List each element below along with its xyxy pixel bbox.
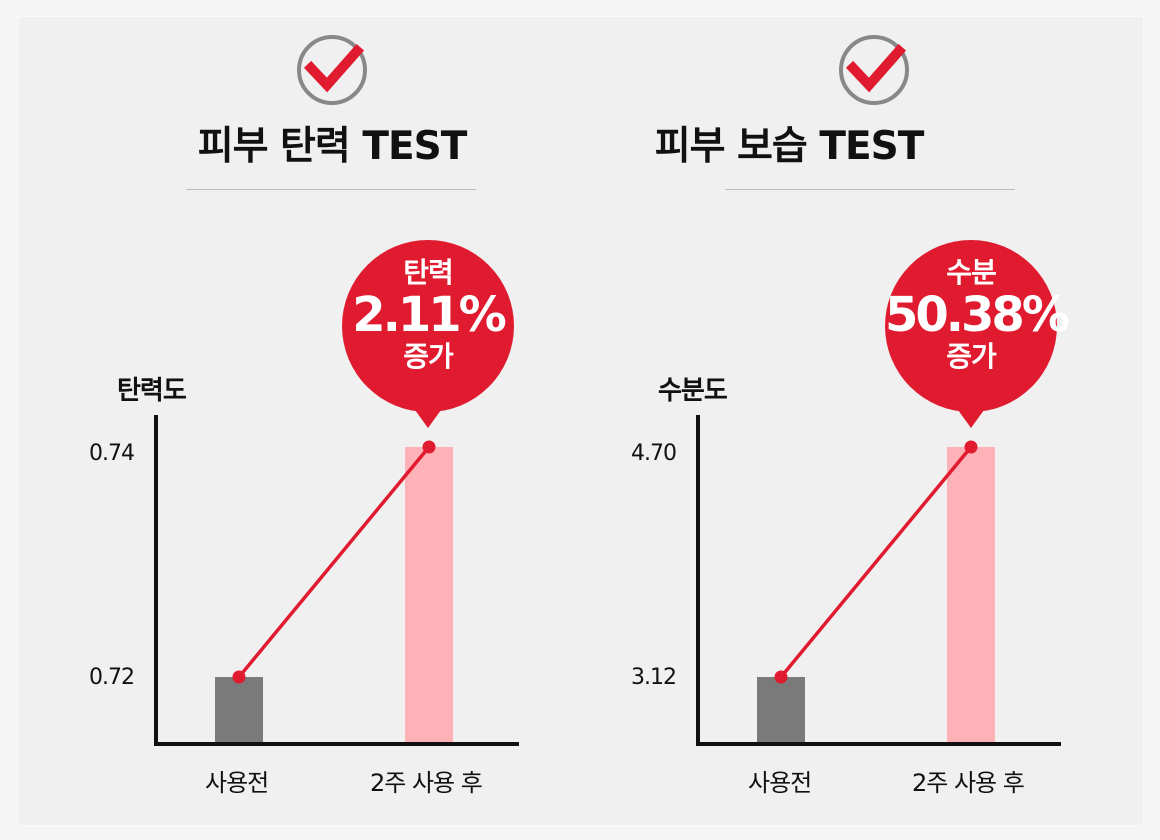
moisture-chart	[696, 415, 1061, 746]
bar	[757, 677, 805, 744]
result-callout: 수분 50.38% 증가	[885, 240, 1070, 428]
y-tick-label: 4.70	[631, 441, 677, 466]
trend-line	[237, 445, 431, 679]
x-tick-label: 2주 사용 후	[370, 769, 483, 797]
elasticity-chart	[154, 415, 519, 746]
bar	[215, 677, 263, 744]
x-tick-label: 2주 사용 후	[912, 769, 1025, 797]
elasticity-panel: 피부 탄력 TEST 탄력도 0.74 0.72 사용전 2주 사용 후 탄력 …	[19, 17, 559, 825]
data-point	[232, 670, 246, 684]
x-tick-label: 사용전	[748, 769, 812, 797]
callout-label: 탄력	[403, 256, 454, 289]
y-tick-label: 0.72	[89, 665, 135, 690]
data-point	[964, 440, 978, 454]
infographic-canvas: 피부 탄력 TEST 탄력도 0.74 0.72 사용전 2주 사용 후 탄력 …	[18, 16, 1144, 826]
title-divider	[725, 189, 1015, 190]
callout-label: 수분	[946, 256, 997, 289]
callout-value: 2.11%	[352, 287, 507, 343]
moisture-panel: 피부 보습 TEST 수분도 4.70 3.12 사용전 2주 사용 후 수분 …	[561, 17, 1101, 825]
y-tick-label: 0.74	[89, 441, 135, 466]
y-tick-label: 3.12	[631, 665, 677, 690]
x-tick-label: 사용전	[205, 769, 269, 797]
callout-suffix: 증가	[946, 340, 997, 373]
panel-title: 피부 보습 TEST	[654, 124, 925, 169]
title-divider	[186, 189, 476, 190]
callout-value: 50.38%	[885, 287, 1070, 343]
data-point	[422, 440, 436, 454]
y-axis-label: 탄력도	[117, 376, 187, 406]
callout-suffix: 증가	[403, 340, 454, 373]
data-point	[774, 670, 788, 684]
checkmark-icon	[839, 35, 909, 105]
panel-title: 피부 탄력 TEST	[197, 124, 468, 169]
checkmark-icon	[297, 35, 367, 105]
bar	[947, 447, 995, 744]
y-axis-label: 수분도	[658, 376, 728, 406]
result-callout: 탄력 2.11% 증가	[342, 240, 514, 428]
trend-line	[779, 445, 973, 679]
bar	[405, 447, 453, 744]
